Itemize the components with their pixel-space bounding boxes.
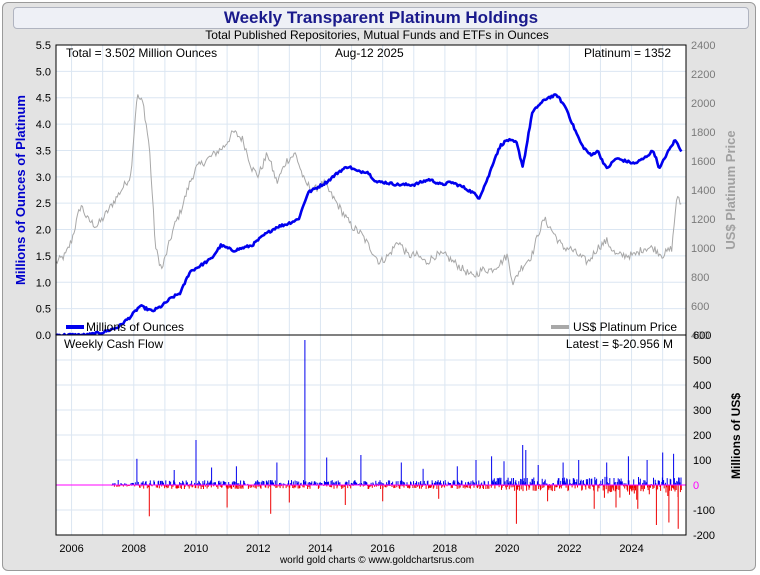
legend-holdings-label: Millions of Ounces (86, 320, 184, 334)
cashflow-plot-border (55, 334, 687, 536)
credit-line: world gold charts © www.goldchartsrus.co… (279, 555, 475, 566)
x-tick-label: 2018 (433, 543, 457, 555)
x-axis-ticks: 2006 2008 2010 2012 2014 2016 2018 2020 2022 2024 (59, 543, 643, 555)
cashflow-y-tick-label: -100 (693, 505, 715, 517)
info-total: Total = 3.502 Million Ounces (66, 46, 217, 60)
y-tick-label: 3.0 (36, 172, 51, 184)
y2-tick-label: 1200 (691, 214, 715, 226)
price-line (55, 94, 682, 286)
legend-price-label: US$ Platinum Price (573, 320, 677, 334)
cashflow-y-tick-label: 0 (693, 480, 699, 492)
info-price: Platinum = 1352 (584, 46, 671, 60)
x-tick-label: 2022 (557, 543, 581, 555)
y2-tick-label: 1000 (691, 243, 715, 255)
x-tick-label: 2010 (184, 543, 208, 555)
y-axis-label-price: US$ Platinum Price (723, 130, 738, 249)
title-bar: Weekly Transparent Platinum Holdings (13, 7, 749, 29)
cashflow-y-tick-label: 600 (693, 330, 711, 342)
y-tick-label: 5.0 (36, 66, 51, 78)
y2-tick-label: 1600 (691, 156, 715, 168)
y-tick-label: 0.5 (36, 304, 51, 316)
cashflow-y-tick-label: 500 (693, 355, 711, 367)
x-tick-label: 2020 (495, 543, 519, 555)
y-tick-label: 1.5 (36, 251, 51, 263)
y-tick-label: 4.5 (36, 93, 51, 105)
y-tick-label: 1.0 (36, 277, 51, 289)
price-y-ticks: 4006008001000120014001600180020002200240… (691, 40, 715, 342)
cashflow-y-tick-label: 200 (693, 430, 711, 442)
cashflow-y-tick-label: 400 (693, 380, 711, 392)
cashflow-y-tick-label: -200 (693, 530, 715, 542)
holdings-y-ticks: 0.0 0.5 1.0 1.5 2.0 2.5 3.0 3.5 4.0 4.5 5.0 5.5 (36, 40, 51, 342)
info-date: Aug-12 2025 (335, 46, 404, 60)
y2-tick-label: 1400 (691, 185, 715, 197)
holdings-grid (56, 44, 686, 336)
cashflow-y-tick-label: 100 (693, 455, 711, 467)
holdings-plot-area (56, 45, 686, 335)
y-tick-label: 3.5 (36, 145, 51, 157)
legend-holdings: Millions of Ounces (66, 320, 184, 334)
y2-tick-label: 800 (691, 272, 709, 284)
cashflow-y-tick-label: 300 (693, 405, 711, 417)
y-tick-label: 0.0 (36, 330, 51, 342)
y2-tick-label: 2000 (691, 98, 715, 110)
holdings-panel: 0.0 0.5 1.0 1.5 2.0 2.5 3.0 3.5 4.0 4.5 5.0 5.5 400… (13, 40, 738, 342)
cashflow-y-ticks: -200 -100 0 100 200 300 400 500 600 (693, 330, 715, 542)
y-axis-label-holdings: Millions of Ounces of Platinum (13, 95, 28, 285)
y-tick-label: 2.5 (36, 198, 51, 210)
holdings-series (55, 93, 683, 338)
x-tick-label: 2014 (308, 543, 332, 555)
x-tick-label: 2016 (370, 543, 394, 555)
cashflow-panel: -200 -100 0 100 200 300 400 500 600 2006 2008 2010… (55, 330, 743, 555)
x-tick-label: 2024 (619, 543, 643, 555)
x-tick-label: 2006 (59, 543, 83, 555)
legend-price: US$ Platinum Price (551, 320, 677, 334)
chart-subtitle: Total Published Repositories, Mutual Fun… (205, 28, 549, 42)
y2-tick-label: 400 (691, 330, 709, 342)
x-tick-label: 2008 (122, 543, 146, 555)
y-tick-label: 5.5 (36, 40, 51, 52)
y-tick-label: 4.0 (36, 119, 51, 131)
y2-tick-label: 2400 (691, 40, 715, 52)
cashflow-title: Weekly Cash Flow (64, 337, 163, 351)
y-tick-label: 2.0 (36, 225, 51, 237)
chart-title: Weekly Transparent Platinum Holdings (223, 8, 539, 27)
y2-tick-label: 1800 (691, 127, 715, 139)
y2-tick-label: 2200 (691, 69, 715, 81)
y2-tick-label: 600 (691, 301, 709, 313)
holdings-line (55, 93, 683, 338)
x-tick-label: 2012 (246, 543, 270, 555)
y-axis-label-cashflow: Millions of US$ (729, 393, 743, 479)
cashflow-latest: Latest = $-20.956 M (566, 337, 673, 351)
